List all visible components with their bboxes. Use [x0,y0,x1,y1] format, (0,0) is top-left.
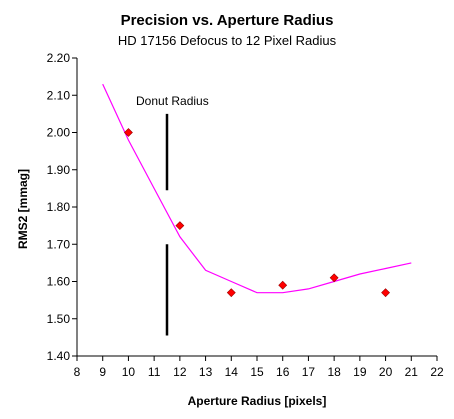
x-tick-label: 9 [99,365,106,379]
x-tick-label: 18 [327,365,341,379]
x-tick-label: 13 [199,365,213,379]
y-tick-label: 1.40 [47,349,71,363]
chart-subtitle: HD 17156 Defocus to 12 Pixel Radius [118,33,337,48]
y-tick-label: 1.50 [47,312,71,326]
x-tick-label: 11 [148,365,161,379]
y-tick-label: 2.20 [47,51,71,65]
y-tick-label: 1.80 [47,200,71,214]
fit-line [102,83,412,294]
x-tick-label: 8 [74,365,81,379]
data-point [124,128,133,137]
y-tick-label: 2.10 [47,88,71,102]
x-axis-label: Aperture Radius [pixels] [188,394,327,408]
x-tick-label: 12 [173,365,187,379]
x-tick-label: 17 [302,365,316,379]
data-point [381,288,390,298]
y-tick-label: 1.60 [47,275,71,289]
x-tick-label: 16 [276,365,290,379]
x-tick-label: 14 [225,365,239,379]
chart-title: Precision vs. Aperture Radius [121,12,334,29]
y-tick-label: 1.90 [47,163,71,177]
donut-radius-label: Donut Radius [136,94,209,108]
y-axis-label: RMS2 [mmag] [16,169,30,249]
x-tick-label: 21 [405,365,419,379]
data-point [226,288,236,298]
x-tick-label: 22 [430,365,444,379]
x-tick-label: 20 [379,365,393,379]
plot-area: 1.40 1.50 1.60 1.70 1.80 1.90 2.00 2.10 2.20 8 9 10… [47,51,444,379]
y-tick-label: 1.70 [47,237,71,251]
x-tick-label: 19 [353,365,367,379]
data-point [175,221,185,231]
y-tick-label: 2.00 [47,126,71,140]
x-tick-label: 15 [250,365,264,379]
data-point [329,273,339,283]
x-tick-label: 10 [122,365,136,379]
data-point [278,280,288,290]
